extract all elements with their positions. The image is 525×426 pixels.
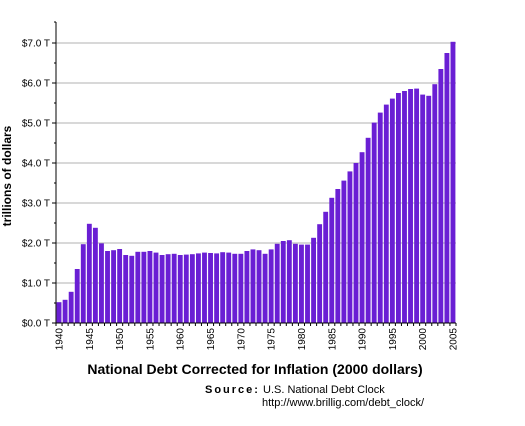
x-tick-label: 2000: [418, 328, 429, 351]
bar: [86, 223, 92, 323]
bar: [99, 243, 104, 323]
bar: [80, 244, 86, 323]
bar: [62, 299, 68, 323]
bar: [383, 104, 389, 323]
bar: [238, 253, 244, 323]
source-url: http://www.brillig.com/debt_clock/: [262, 397, 425, 409]
grid-lines: [56, 42, 456, 284]
bar: [353, 163, 359, 323]
source-name: U.S. National Debt Clock: [263, 384, 385, 396]
x-tick-label: 1980: [297, 328, 308, 351]
bar: [189, 254, 195, 323]
bar: [395, 93, 401, 323]
bar: [92, 227, 98, 323]
bar: [129, 255, 135, 323]
y-axis-label: trillions of dollars: [0, 125, 14, 226]
y-tick-label: $6.0 T: [22, 79, 50, 90]
y-tick-label: $0.0 T: [22, 319, 50, 330]
bar: [177, 255, 183, 323]
bar: [226, 252, 232, 323]
bar: [68, 291, 74, 323]
bar: [183, 254, 189, 323]
y-tick-label: $3.0 T: [22, 199, 50, 210]
bar: [268, 249, 274, 323]
x-ticks: 1940 1945 1950 1955 1960 1965 1970 1975 1980 1985…: [55, 323, 459, 351]
bar: [420, 94, 426, 323]
bar: [74, 269, 80, 323]
bar: [117, 249, 123, 323]
bar: [432, 84, 438, 323]
y-tick-label: $1.0 T: [22, 279, 50, 290]
bar: [317, 224, 323, 323]
bar: [377, 112, 383, 323]
x-tick-label: 1940: [55, 328, 66, 351]
x-tick-label: 1990: [358, 328, 369, 351]
bar: [232, 253, 238, 323]
bar: [305, 244, 310, 323]
x-tick-label: 1945: [85, 328, 96, 351]
bar: [147, 251, 153, 323]
bar: [426, 95, 432, 323]
x-tick-label: 2005: [448, 328, 459, 351]
bar: [371, 122, 377, 323]
bar: [250, 249, 256, 323]
bar: [299, 244, 304, 323]
chart-title: National Debt Corrected for Inflation (2…: [87, 361, 422, 377]
bar: [347, 171, 353, 323]
bar: [159, 255, 165, 323]
bar: [214, 253, 220, 323]
x-tick-label: 1955: [145, 328, 156, 351]
bar: [202, 252, 207, 323]
bar: [365, 137, 371, 323]
bar: [444, 53, 450, 323]
x-tick-label: 1985: [327, 328, 338, 351]
bar: [292, 243, 298, 323]
bar: [220, 252, 226, 323]
bar: [262, 253, 268, 323]
x-tick-label: 1960: [176, 328, 187, 351]
bar: [56, 302, 62, 323]
bar: [323, 211, 329, 323]
bar: [335, 189, 341, 323]
bar: [141, 251, 147, 323]
bar: [153, 252, 159, 323]
bar: [329, 197, 335, 323]
y-tick-label: $4.0 T: [22, 159, 50, 170]
bar: [450, 41, 456, 324]
bar: [111, 250, 117, 323]
y-tick-label: $7.0 T: [22, 39, 50, 50]
bar: [389, 98, 395, 323]
source-key: Source:: [205, 384, 260, 396]
bar: [274, 243, 280, 323]
bar: [408, 89, 413, 323]
bar: [208, 253, 213, 323]
bar: [123, 255, 129, 323]
y-ticks: $0.0 T $1.0 T $2.0 T $3.0 T $4.0 T $5.0 T $6.0…: [22, 21, 56, 330]
bar: [195, 253, 201, 323]
x-tick-label: 1950: [115, 328, 126, 351]
x-tick-label: 1965: [206, 328, 217, 351]
bar: [280, 241, 286, 323]
bar: [402, 91, 407, 323]
bar: [244, 251, 250, 323]
bar: [414, 88, 420, 323]
bar: [171, 253, 177, 323]
bar: [256, 250, 262, 323]
y-tick-label: $2.0 T: [22, 239, 50, 250]
bar: [135, 251, 141, 323]
x-tick-label: 1995: [388, 328, 399, 351]
source-block: Source: U.S. National Debt Clock http://…: [205, 384, 424, 410]
y-tick-label: $5.0 T: [22, 119, 50, 130]
bar: [438, 69, 444, 323]
bar: [165, 254, 171, 323]
x-tick-label: 1970: [236, 328, 247, 351]
bars: [56, 41, 456, 324]
bar: [341, 180, 347, 323]
bar: [286, 240, 292, 323]
bar: [311, 237, 317, 323]
bar: [359, 152, 365, 323]
bar: [105, 251, 110, 323]
x-tick-label: 1975: [267, 328, 278, 351]
